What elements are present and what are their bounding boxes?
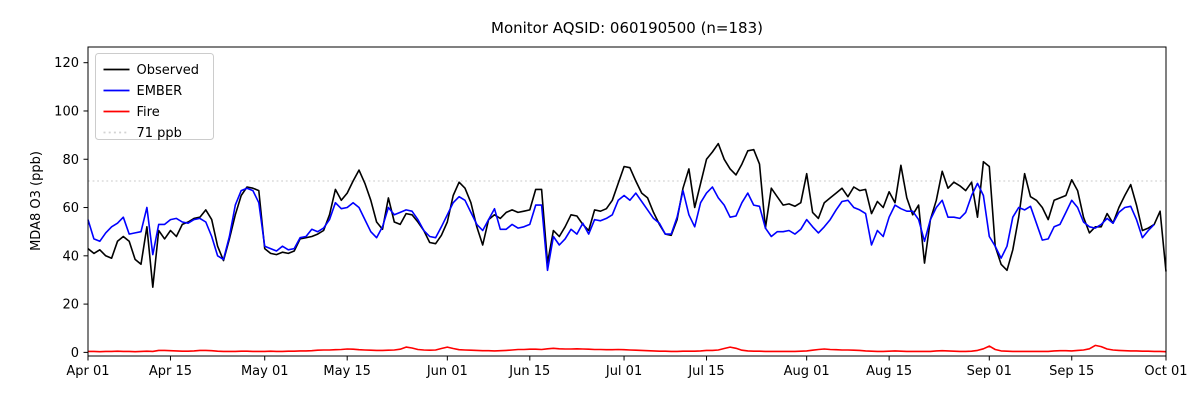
x-tick-label: Apr 15 [149,364,192,379]
y-tick-label: 100 [54,104,79,119]
series-observed [87,142,1167,289]
legend-label: Fire [137,105,160,120]
series-fire [88,344,1167,353]
legend-box [95,53,214,140]
legend-label: 71 ppb [137,126,182,141]
y-tick-label: 80 [62,153,79,168]
y-tick-label: 0 [71,346,79,361]
legend-label: EMBER [137,84,183,99]
legend-item-observed: Observed [103,63,200,78]
plot-border [87,46,1167,357]
axes-ticks: Apr 01 Apr 15 May 01 May 15 Jun 01 Jun 15 Jul … [54,56,1187,379]
legend: Observed EMBER Fire 71 ppb [95,53,214,141]
y-tick-label: 60 [62,201,79,216]
x-tick-label: May 01 [241,364,289,379]
x-tick-label: Oct 01 [1144,364,1187,379]
plot-content [87,142,1167,353]
y-tick-label: 20 [62,298,79,313]
y-tick-label: 120 [54,56,79,71]
series-ember [87,182,1155,272]
legend-item-ember: EMBER [103,84,183,99]
x-tick-label: Jun 01 [426,364,468,379]
y-tick-label: 40 [62,249,79,264]
x-tick-label: Sep 01 [967,364,1012,379]
x-tick-label: Apr 01 [66,364,109,379]
legend-item-71-ppb: 71 ppb [103,126,182,141]
x-tick-label: Aug 01 [784,364,830,379]
x-tick-label: Aug 15 [866,364,912,379]
x-tick-label: Jul 01 [605,364,642,379]
legend-item-fire: Fire [103,105,160,120]
chart-title: Monitor AQSID: 060190500 (n=183) [491,19,763,37]
x-tick-label: Jun 15 [508,364,550,379]
y-axis-label: MDA8 O3 (ppb) [29,151,44,251]
legend-label: Observed [137,63,200,78]
x-tick-label: May 15 [323,364,371,379]
x-tick-label: Jul 15 [687,364,724,379]
x-tick-label: Sep 15 [1049,364,1094,379]
